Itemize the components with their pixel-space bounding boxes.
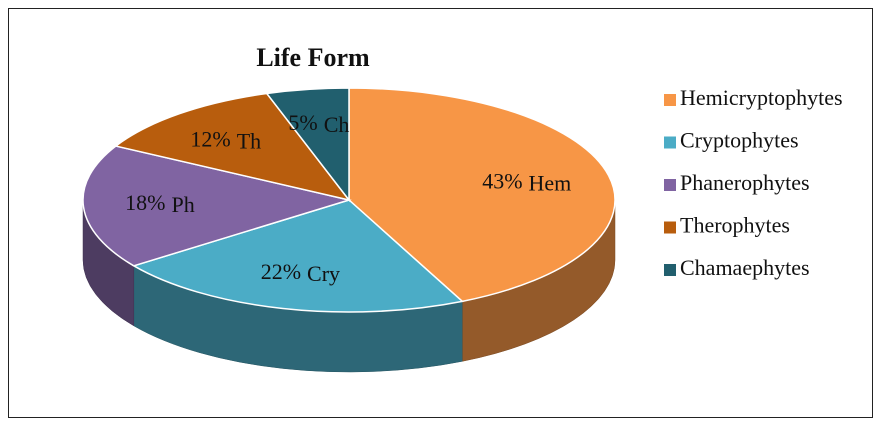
data-label: 43% (482, 168, 522, 193)
pie-slice (348, 87, 616, 303)
slice-name-label: Th (237, 128, 261, 153)
legend-swatch (664, 264, 676, 276)
pie-slice (131, 199, 464, 313)
legend-swatch (664, 221, 676, 234)
data-label: 22% (261, 259, 301, 284)
slice-name-label: Ph (171, 192, 194, 217)
slice-name-label: Ch (324, 112, 350, 137)
legend-label: Phanerophytes (680, 170, 810, 195)
legend-swatch (664, 94, 676, 106)
legend-swatch (664, 179, 676, 191)
legend-label: Chamaephytes (680, 255, 810, 280)
data-label: 18% (125, 190, 165, 215)
slice-name-label: Hem (529, 170, 572, 195)
pie-slice (82, 145, 352, 267)
legend-label: Hemicryptophytes (680, 85, 843, 110)
data-label: 12% (190, 126, 230, 151)
legend-label: Cryptophytes (680, 128, 799, 153)
slice-name-label: Cry (307, 261, 340, 286)
legend-label: Therophytes (680, 213, 790, 238)
legend-swatch (664, 136, 676, 149)
pie-slice (265, 87, 350, 203)
data-label: 5% (288, 110, 317, 135)
chart-title: Life Form (256, 43, 370, 72)
pie-slice (114, 92, 351, 202)
